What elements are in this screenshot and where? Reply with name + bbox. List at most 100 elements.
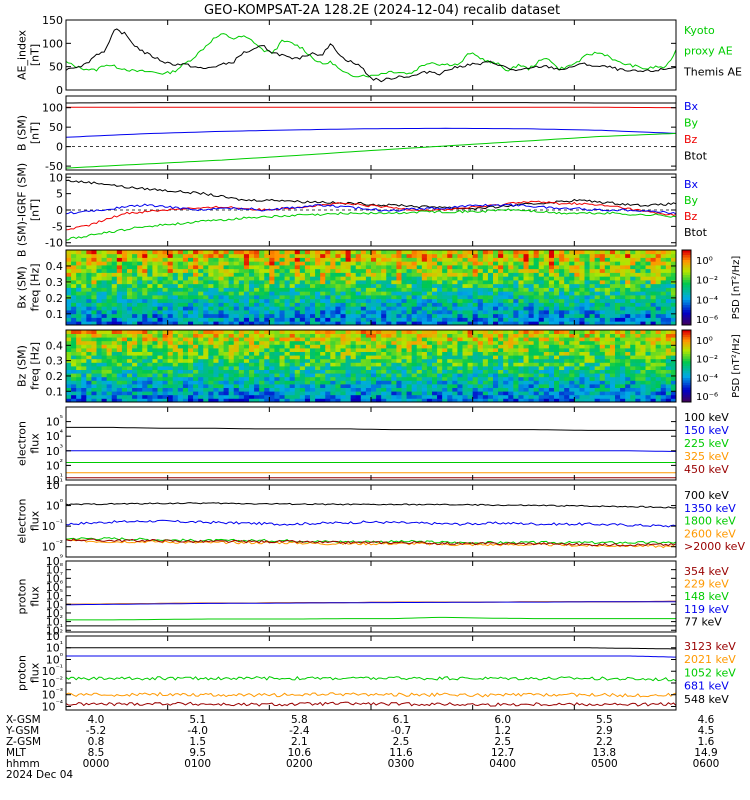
- spectrogram-cell: [274, 384, 280, 388]
- spectrogram-cell: [360, 387, 367, 392]
- spectrogram-cell: [218, 276, 224, 281]
- spectrogram-cell: [325, 265, 331, 270]
- spectrogram-cell: [513, 358, 519, 363]
- spectrogram-cell: [264, 344, 270, 349]
- spectrogram-cell: [76, 257, 82, 262]
- spectrogram-cell: [147, 362, 153, 367]
- spectrogram-cell: [96, 391, 102, 396]
- spectrogram-cell: [426, 398, 433, 403]
- spectrogram-cell: [330, 313, 336, 318]
- spectrogram-cell: [284, 348, 291, 352]
- spectrogram-cell: [615, 394, 621, 399]
- spectrogram-cell: [432, 391, 438, 396]
- spectrogram-cell: [391, 380, 397, 385]
- spectrogram-cell: [640, 283, 646, 288]
- spectrogram-cell: [101, 387, 108, 392]
- spectrogram-cell: [559, 340, 565, 345]
- spectrogram-cell: [376, 268, 382, 273]
- spectrogram-cell: [106, 306, 113, 311]
- spectrogram-cell: [584, 253, 590, 258]
- spectrogram-cell: [304, 344, 311, 349]
- spectrogram-cell: [294, 306, 301, 311]
- spectrogram-cell: [254, 253, 260, 258]
- spectrogram-cell: [167, 313, 174, 318]
- spectrogram-cell: [559, 261, 565, 266]
- spectrogram-cell: [609, 261, 616, 266]
- spectrogram-cell: [106, 376, 113, 381]
- spectrogram-cell: [203, 380, 209, 385]
- colorbar-segment: [682, 346, 691, 350]
- spectrogram-cell: [345, 369, 352, 374]
- spectrogram-cell: [589, 295, 596, 300]
- spectrogram-cell: [376, 272, 382, 277]
- spectrogram-cell: [340, 287, 346, 292]
- spectrogram-cell: [76, 268, 82, 273]
- spectrogram-cell: [401, 287, 407, 292]
- spectrogram-cell: [269, 321, 275, 326]
- spectrogram-cell: [609, 330, 616, 334]
- spectrogram-cell: [543, 355, 550, 360]
- spectrogram-cell: [142, 330, 148, 334]
- spectrogram-cell: [462, 283, 468, 288]
- spectrogram-cell: [381, 330, 387, 334]
- spectrogram-cell: [401, 295, 407, 300]
- spectrogram-cell: [579, 261, 585, 266]
- spectrogram-cell: [604, 261, 611, 266]
- spectrogram-cell: [406, 298, 413, 303]
- spectrogram-cell: [355, 287, 362, 292]
- spectrogram-cell: [96, 340, 102, 345]
- spectrogram-cell: [71, 369, 77, 374]
- spectrogram-cell: [538, 348, 545, 352]
- spectrogram-cell: [152, 358, 158, 363]
- spectrogram-cell: [513, 272, 519, 277]
- spectrogram-cell: [391, 272, 397, 277]
- spectrogram-cell: [284, 298, 291, 303]
- spectrogram-cell: [467, 287, 474, 292]
- spectrogram-cell: [381, 373, 387, 378]
- spectrogram-cell: [142, 287, 148, 292]
- spectrogram-cell: [101, 340, 108, 345]
- spectrogram-cell: [538, 295, 545, 300]
- spectrogram-cell: [203, 268, 209, 273]
- spectrogram-cell: [142, 283, 148, 288]
- spectrogram-cell: [630, 337, 636, 342]
- spectrogram-cell: [391, 366, 397, 370]
- spectrogram-cell: [457, 295, 463, 300]
- spectrogram-cell: [111, 380, 118, 385]
- spectrogram-cell: [457, 380, 463, 385]
- spectrogram-cell: [432, 333, 438, 338]
- spectrogram-cell: [645, 250, 651, 255]
- spectrogram-cell: [371, 272, 377, 277]
- spectrogram-cell: [142, 261, 148, 266]
- spectrogram-cell: [315, 376, 321, 381]
- spectrogram-cell: [574, 355, 580, 360]
- spectrogram-cell: [259, 376, 265, 381]
- spectrogram-cell: [523, 261, 529, 266]
- spectrogram-cell: [198, 373, 204, 378]
- spectrogram-cell: [355, 272, 362, 277]
- spectrogram-cell: [315, 394, 321, 399]
- spectrogram-cell: [645, 362, 651, 367]
- spectrogram-cell: [335, 276, 341, 281]
- spectrogram-cell: [487, 321, 494, 326]
- spectrogram-cell: [503, 250, 509, 255]
- spectrogram-cell: [604, 313, 611, 318]
- spectrogram-cell: [411, 321, 418, 326]
- spectrogram-cell: [462, 340, 468, 345]
- spectrogram-cell: [432, 355, 438, 360]
- spectrogram-cell: [437, 387, 443, 392]
- spectrogram-cell: [279, 348, 285, 352]
- spectrogram-cell: [386, 313, 392, 318]
- spectrogram-cell: [457, 330, 463, 334]
- spectrogram-cell: [198, 280, 204, 285]
- spectrogram-cell: [620, 265, 626, 270]
- spectrogram-cell: [452, 261, 458, 266]
- spectrogram-cell: [304, 276, 311, 281]
- spectrogram-cell: [574, 366, 580, 370]
- spectrogram-cell: [482, 268, 489, 273]
- spectrogram-cell: [142, 272, 148, 277]
- spectrogram-cell: [315, 250, 321, 255]
- spectrogram-cell: [294, 384, 301, 388]
- spectrogram-cell: [452, 321, 458, 326]
